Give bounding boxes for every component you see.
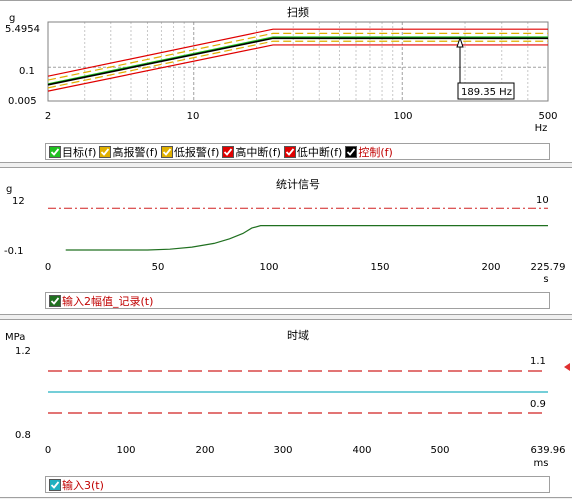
sweep-chart: 扫频 g 5.4954 0.1 0.005 2 10 100 500 Hz 18…	[5, 5, 558, 134]
sweep-cursor-box	[457, 82, 515, 100]
time-domain-y-tick-bottom: 0.8	[15, 430, 31, 441]
statistics-x-unit: s	[543, 274, 548, 285]
statistics-x-tick-0: 0	[45, 262, 51, 273]
sweep-series-2	[47, 36, 548, 85]
time-domain-x-unit: ms	[534, 458, 549, 469]
statistics-y-unit: g	[6, 184, 12, 195]
time-domain-lower-label: 0.9	[530, 399, 546, 410]
time-domain-x-tick-200: 200	[195, 445, 214, 456]
statistics-legend-label-0: 输入2幅值_记录(t)	[62, 294, 154, 308]
sweep-x-tick-2: 2	[45, 111, 51, 122]
checkmark-icon	[224, 147, 233, 156]
checkmark-icon	[50, 480, 60, 489]
checkbox-icon[interactable]	[49, 145, 61, 158]
time-domain-panel: 时域 MPa 1.2 0.8 1.1 0.9 0 100 200 300 400…	[0, 319, 572, 498]
time-domain-y-unit: MPa	[5, 332, 25, 343]
statistics-ref-label: 10	[536, 195, 549, 206]
checkmark-icon	[347, 147, 356, 156]
sweep-legend-label-3: 高中断(f)	[235, 145, 281, 159]
sweep-legend-label-0: 目标(f)	[62, 145, 97, 159]
sweep-legend-item-2[interactable]: 低报警(f)	[160, 144, 220, 160]
statistics-title: 统计信号	[276, 178, 320, 191]
sweep-x-tick-500: 500	[538, 111, 557, 122]
statistics-legend-item-0[interactable]: 输入2幅值_记录(t)	[49, 293, 153, 309]
sweep-panel: 扫频 g 5.4954 0.1 0.005 2 10 100 500 Hz 18…	[0, 0, 572, 163]
sweep-y-tick-bottom: 0.005	[8, 96, 37, 107]
checkbox-icon[interactable]	[160, 145, 173, 158]
checkbox-icon[interactable]	[99, 145, 112, 158]
statistics-legend: 输入2幅值_记录(t)	[45, 292, 550, 309]
sweep-legend-item-0[interactable]: 目标(f)	[49, 144, 96, 160]
checkmark-icon	[285, 147, 295, 156]
sweep-cursor-arrow	[456, 36, 464, 48]
sweep-x-tick-10: 10	[187, 111, 200, 122]
sweep-cursor[interactable]: 189.35 Hz	[456, 36, 515, 100]
statistics-x-tick-100: 100	[259, 262, 278, 273]
sweep-legend-item-1[interactable]: 高报警(f)	[99, 144, 158, 160]
sweep-plot-frame	[47, 21, 549, 102]
sweep-y-unit: g	[9, 13, 15, 24]
checkmark-icon	[50, 147, 60, 156]
statistics-y-tick-bottom: -0.1	[4, 246, 24, 257]
time-domain-title: 时域	[287, 329, 309, 342]
statistics-x-tick-150: 150	[370, 262, 389, 273]
statistics-y-tick-top: 12	[12, 196, 25, 207]
time-domain-x-tick-0: 0	[45, 445, 51, 456]
sweep-legend-item-3[interactable]: 高中断(f)	[222, 144, 281, 160]
time-domain-chart: 时域 MPa 1.2 0.8 1.1 0.9 0 100 200 300 400…	[5, 329, 570, 469]
statistics-x-tick-end: 225.79	[531, 262, 566, 273]
sweep-legend-item-5[interactable]: 控制(f)	[345, 144, 393, 160]
sweep-legend-label-2: 低报警(f)	[173, 145, 220, 159]
time-domain-upper-label: 1.1	[530, 356, 546, 367]
checkbox-icon[interactable]	[49, 478, 61, 491]
statistics-x-tick-200: 200	[481, 262, 500, 273]
checkbox-icon[interactable]	[49, 294, 61, 307]
time-domain-x-tick-500: 500	[430, 445, 449, 456]
sweep-legend: 目标(f) 高报警(f) 低报警(f) 高中断(f) 低中断(f) 控制(f)	[45, 143, 550, 160]
sweep-cursor-label: 189.35 Hz	[461, 87, 512, 98]
time-domain-x-tick-100: 100	[116, 445, 135, 456]
checkmark-icon	[101, 147, 110, 156]
sweep-series-5	[47, 44, 548, 92]
sweep-x-tick-100: 100	[393, 111, 412, 122]
sweep-legend-label-1: 高报警(f)	[112, 145, 158, 159]
time-domain-level-marker[interactable]	[564, 363, 570, 371]
statistics-panel: 统计信号 g 12 -0.1 10 0 50 100 150 200 225.7…	[0, 167, 572, 315]
sweep-legend-label-5: 控制(f)	[358, 145, 393, 159]
statistics-plot-frame	[47, 199, 549, 251]
time-domain-x-tick-300: 300	[273, 445, 292, 456]
time-domain-x-tick-400: 400	[352, 445, 371, 456]
checkmark-icon	[162, 147, 172, 156]
sweep-y-tick-top: 5.4954	[5, 24, 40, 35]
sweep-series-4	[47, 40, 548, 89]
sweep-title: 扫频	[287, 5, 309, 19]
sweep-x-unit: Hz	[535, 123, 548, 134]
checkbox-icon[interactable]	[222, 145, 235, 158]
time-domain-legend: 输入3(t)	[45, 476, 550, 493]
sweep-series-3	[47, 37, 548, 86]
checkmark-icon	[50, 296, 60, 305]
statistics-chart: 统计信号 g 12 -0.1 10 0 50 100 150 200 225.7…	[4, 178, 566, 285]
sweep-y-tick-mid: 0.1	[19, 66, 35, 77]
time-domain-legend-label-0: 输入3(t)	[62, 478, 104, 492]
sweep-legend-item-4[interactable]: 低中断(f)	[283, 144, 343, 160]
sweep-legend-label-4: 低中断(f)	[296, 145, 343, 159]
checkbox-icon[interactable]	[345, 145, 358, 158]
time-domain-y-tick-top: 1.2	[15, 346, 31, 357]
statistics-x-tick-50: 50	[152, 262, 165, 273]
sweep-series-1	[47, 32, 548, 81]
checkbox-icon[interactable]	[283, 145, 296, 158]
time-domain-legend-item-0[interactable]: 输入3(t)	[49, 477, 104, 493]
time-domain-x-tick-end: 639.96	[531, 445, 566, 456]
statistics-series-0	[65, 225, 548, 251]
sweep-series-0	[47, 28, 548, 77]
